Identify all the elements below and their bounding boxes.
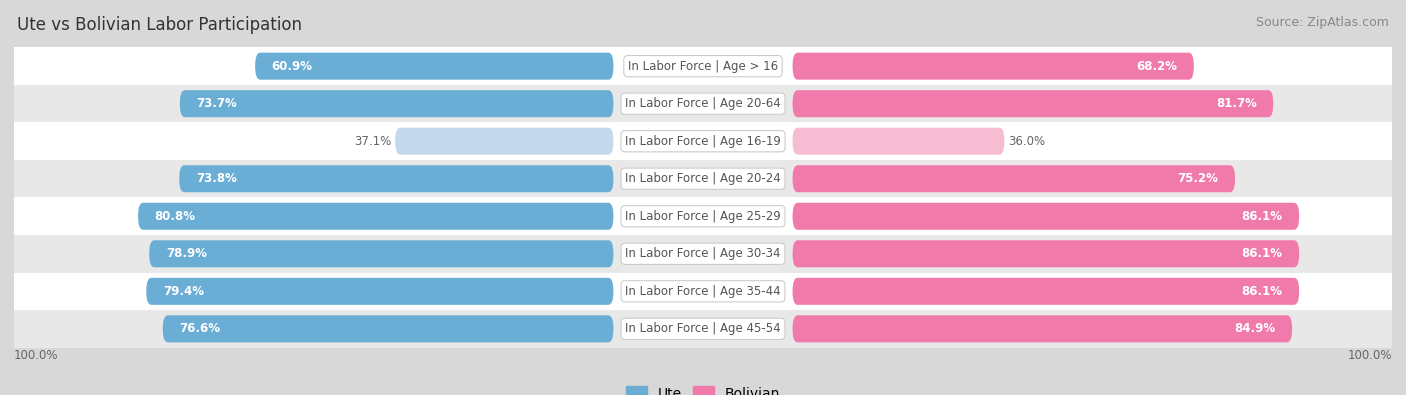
Bar	[14, 160, 1392, 198]
Text: 81.7%: 81.7%	[1216, 97, 1257, 110]
Bar	[14, 235, 1392, 273]
FancyBboxPatch shape	[793, 315, 1292, 342]
Bar	[14, 47, 1392, 85]
FancyBboxPatch shape	[149, 240, 613, 267]
FancyBboxPatch shape	[793, 165, 1234, 192]
Text: 86.1%: 86.1%	[1241, 247, 1282, 260]
Text: In Labor Force | Age 25-29: In Labor Force | Age 25-29	[626, 210, 780, 223]
FancyBboxPatch shape	[793, 128, 1004, 155]
Text: 86.1%: 86.1%	[1241, 210, 1282, 223]
Text: 100.0%: 100.0%	[14, 350, 59, 363]
Text: In Labor Force | Age 20-64: In Labor Force | Age 20-64	[626, 97, 780, 110]
Text: 80.8%: 80.8%	[155, 210, 195, 223]
Text: 76.6%: 76.6%	[180, 322, 221, 335]
FancyBboxPatch shape	[180, 90, 613, 117]
FancyBboxPatch shape	[793, 90, 1274, 117]
FancyBboxPatch shape	[146, 278, 613, 305]
Text: 60.9%: 60.9%	[271, 60, 312, 73]
FancyBboxPatch shape	[793, 278, 1299, 305]
Bar	[14, 122, 1392, 160]
Text: Ute vs Bolivian Labor Participation: Ute vs Bolivian Labor Participation	[17, 16, 302, 34]
Text: 86.1%: 86.1%	[1241, 285, 1282, 298]
Text: 100.0%: 100.0%	[1347, 350, 1392, 363]
FancyBboxPatch shape	[793, 53, 1194, 80]
Text: 37.1%: 37.1%	[354, 135, 391, 148]
FancyBboxPatch shape	[163, 315, 613, 342]
Text: In Labor Force | Age 35-44: In Labor Force | Age 35-44	[626, 285, 780, 298]
FancyBboxPatch shape	[179, 165, 613, 192]
Legend: Ute, Bolivian: Ute, Bolivian	[620, 381, 786, 395]
Text: In Labor Force | Age 45-54: In Labor Force | Age 45-54	[626, 322, 780, 335]
FancyBboxPatch shape	[138, 203, 613, 230]
Text: 68.2%: 68.2%	[1136, 60, 1177, 73]
Bar	[14, 310, 1392, 348]
Text: 75.2%: 75.2%	[1178, 172, 1219, 185]
Bar	[14, 85, 1392, 122]
Text: 73.8%: 73.8%	[195, 172, 236, 185]
Bar	[14, 273, 1392, 310]
Text: 36.0%: 36.0%	[1008, 135, 1046, 148]
Text: In Labor Force | Age 16-19: In Labor Force | Age 16-19	[626, 135, 780, 148]
FancyBboxPatch shape	[254, 53, 613, 80]
FancyBboxPatch shape	[793, 203, 1299, 230]
Text: Source: ZipAtlas.com: Source: ZipAtlas.com	[1256, 16, 1389, 29]
Bar	[14, 198, 1392, 235]
FancyBboxPatch shape	[793, 240, 1299, 267]
Text: 78.9%: 78.9%	[166, 247, 207, 260]
Text: 79.4%: 79.4%	[163, 285, 204, 298]
Text: 84.9%: 84.9%	[1234, 322, 1275, 335]
Text: In Labor Force | Age 20-24: In Labor Force | Age 20-24	[626, 172, 780, 185]
Text: In Labor Force | Age 30-34: In Labor Force | Age 30-34	[626, 247, 780, 260]
Text: 73.7%: 73.7%	[197, 97, 238, 110]
Text: In Labor Force | Age > 16: In Labor Force | Age > 16	[628, 60, 778, 73]
FancyBboxPatch shape	[395, 128, 613, 155]
